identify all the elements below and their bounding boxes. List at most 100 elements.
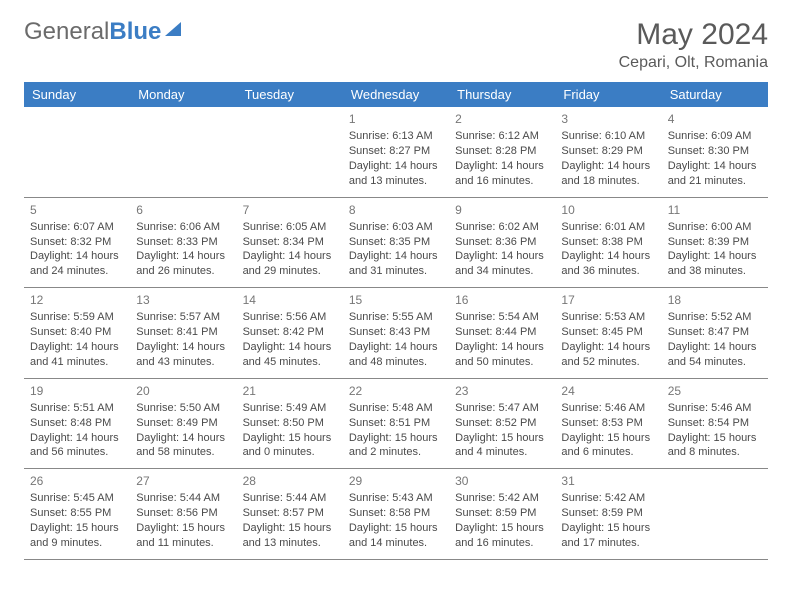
weekday-header: Friday (555, 82, 661, 107)
day-number: 9 (455, 202, 549, 218)
sunrise-text: Sunrise: 5:55 AM (349, 310, 443, 325)
sunset-text: Sunset: 8:55 PM (30, 506, 124, 521)
daylight-text: Daylight: 14 hours and 48 minutes. (349, 340, 443, 370)
daylight-text: Daylight: 14 hours and 56 minutes. (30, 431, 124, 461)
sunrise-text: Sunrise: 6:07 AM (30, 220, 124, 235)
sunrise-text: Sunrise: 5:57 AM (136, 310, 230, 325)
daylight-text: Daylight: 14 hours and 41 minutes. (30, 340, 124, 370)
calendar-day-cell: 4Sunrise: 6:09 AMSunset: 8:30 PMDaylight… (662, 107, 768, 197)
daylight-text: Daylight: 15 hours and 6 minutes. (561, 431, 655, 461)
sunrise-text: Sunrise: 5:46 AM (668, 401, 762, 416)
daylight-text: Daylight: 14 hours and 13 minutes. (349, 159, 443, 189)
sunset-text: Sunset: 8:43 PM (349, 325, 443, 340)
sunset-text: Sunset: 8:57 PM (243, 506, 337, 521)
daylight-text: Daylight: 14 hours and 31 minutes. (349, 249, 443, 279)
sunrise-text: Sunrise: 6:05 AM (243, 220, 337, 235)
daylight-text: Daylight: 14 hours and 18 minutes. (561, 159, 655, 189)
day-number: 12 (30, 292, 124, 308)
day-number: 5 (30, 202, 124, 218)
day-number: 16 (455, 292, 549, 308)
header: GeneralBlue May 2024 Cepari, Olt, Romani… (24, 18, 768, 72)
sunrise-text: Sunrise: 6:01 AM (561, 220, 655, 235)
weekday-header: Saturday (662, 82, 768, 107)
sunrise-text: Sunrise: 5:49 AM (243, 401, 337, 416)
daylight-text: Daylight: 15 hours and 0 minutes. (243, 431, 337, 461)
daylight-text: Daylight: 14 hours and 50 minutes. (455, 340, 549, 370)
day-number: 11 (668, 202, 762, 218)
calendar-day-cell (237, 107, 343, 197)
day-number: 26 (30, 473, 124, 489)
sunset-text: Sunset: 8:59 PM (561, 506, 655, 521)
sunset-text: Sunset: 8:36 PM (455, 235, 549, 250)
day-number: 24 (561, 383, 655, 399)
daylight-text: Daylight: 14 hours and 54 minutes. (668, 340, 762, 370)
calendar-day-cell: 23Sunrise: 5:47 AMSunset: 8:52 PMDayligh… (449, 378, 555, 469)
daylight-text: Daylight: 15 hours and 14 minutes. (349, 521, 443, 551)
calendar-body: 1Sunrise: 6:13 AMSunset: 8:27 PMDaylight… (24, 107, 768, 559)
day-number: 7 (243, 202, 337, 218)
day-number: 29 (349, 473, 443, 489)
day-number: 23 (455, 383, 549, 399)
weekday-header: Thursday (449, 82, 555, 107)
day-number: 31 (561, 473, 655, 489)
day-number: 3 (561, 111, 655, 127)
calendar-day-cell: 20Sunrise: 5:50 AMSunset: 8:49 PMDayligh… (130, 378, 236, 469)
sunrise-text: Sunrise: 5:48 AM (349, 401, 443, 416)
calendar-day-cell: 15 Sunrise: 5:55 AMSunset: 8:43 PMDayligh… (343, 288, 449, 379)
day-number: 30 (455, 473, 549, 489)
sunset-text: Sunset: 8:30 PM (668, 144, 762, 159)
day-number: 19 (30, 383, 124, 399)
day-number: 14 (243, 292, 337, 308)
sunset-text: Sunset: 8:47 PM (668, 325, 762, 340)
calendar-day-cell: 10Sunrise: 6:01 AMSunset: 8:38 PMDayligh… (555, 197, 661, 288)
sunrise-text: Sunrise: 5:52 AM (668, 310, 762, 325)
sunset-text: Sunset: 8:54 PM (668, 416, 762, 431)
daylight-text: Daylight: 14 hours and 58 minutes. (136, 431, 230, 461)
day-number: 18 (668, 292, 762, 308)
sunset-text: Sunset: 8:40 PM (30, 325, 124, 340)
calendar-day-cell: 28Sunrise: 5:44 AMSunset: 8:57 PMDayligh… (237, 469, 343, 560)
day-number: 10 (561, 202, 655, 218)
sunrise-text: Sunrise: 6:02 AM (455, 220, 549, 235)
weekday-header-row: SundayMondayTuesdayWednesdayThursdayFrid… (24, 82, 768, 107)
sunrise-text: Sunrise: 5:44 AM (136, 491, 230, 506)
day-number: 17 (561, 292, 655, 308)
daylight-text: Daylight: 15 hours and 17 minutes. (561, 521, 655, 551)
sunset-text: Sunset: 8:33 PM (136, 235, 230, 250)
calendar-day-cell: 19 Sunrise: 5:51 AMSunset: 8:48 PMDayligh… (24, 378, 130, 469)
sunrise-text: Sunrise: 5:46 AM (561, 401, 655, 416)
sunrise-text: Sunrise: 5:51 AM (30, 401, 124, 416)
sunrise-text: Sunrise: 5:50 AM (136, 401, 230, 416)
sunset-text: Sunset: 8:48 PM (30, 416, 124, 431)
sunset-text: Sunset: 8:51 PM (349, 416, 443, 431)
day-number: 6 (136, 202, 230, 218)
sunset-text: Sunset: 8:32 PM (30, 235, 124, 250)
calendar-day-cell: 22 Sunrise: 5:48 AMSunset: 8:51 PMDayligh… (343, 378, 449, 469)
day-number: 27 (136, 473, 230, 489)
calendar-day-cell: 12Sunrise: 5:59 AMSunset: 8:40 PMDayligh… (24, 288, 130, 379)
calendar-day-cell: 27Sunrise: 5:44 AMSunset: 8:56 PMDayligh… (130, 469, 236, 560)
daylight-text: Daylight: 14 hours and 24 minutes. (30, 249, 124, 279)
sunset-text: Sunset: 8:35 PM (349, 235, 443, 250)
calendar-week-row: 19Sunrise: 5:51 AMSunset: 8:48 PMDayligh… (24, 378, 768, 469)
daylight-text: Daylight: 14 hours and 29 minutes. (243, 249, 337, 279)
calendar-day-cell: 3Sunrise: 6:10 AMSunset: 8:29 PMDaylight… (555, 107, 661, 197)
calendar-day-cell (24, 107, 130, 197)
sunrise-text: Sunrise: 5:44 AM (243, 491, 337, 506)
day-number: 15 (349, 292, 443, 308)
daylight-text: Daylight: 14 hours and 16 minutes. (455, 159, 549, 189)
calendar-day-cell: 24Sunrise: 5:46 AMSunset: 8:53 PMDayligh… (555, 378, 661, 469)
daylight-text: Daylight: 15 hours and 9 minutes. (30, 521, 124, 551)
sunset-text: Sunset: 8:34 PM (243, 235, 337, 250)
day-number: 2 (455, 111, 549, 127)
sunset-text: Sunset: 8:49 PM (136, 416, 230, 431)
sunset-text: Sunset: 8:28 PM (455, 144, 549, 159)
daylight-text: Daylight: 14 hours and 52 minutes. (561, 340, 655, 370)
daylight-text: Daylight: 15 hours and 8 minutes. (668, 431, 762, 461)
sunset-text: Sunset: 8:39 PM (668, 235, 762, 250)
calendar-day-cell: 17Sunrise: 5:53 AMSunset: 8:45 PMDayligh… (555, 288, 661, 379)
daylight-text: Daylight: 15 hours and 2 minutes. (349, 431, 443, 461)
daylight-text: Daylight: 15 hours and 11 minutes. (136, 521, 230, 551)
calendar-day-cell: 6Sunrise: 6:06 AMSunset: 8:33 PMDaylight… (130, 197, 236, 288)
day-number: 22 (349, 383, 443, 399)
